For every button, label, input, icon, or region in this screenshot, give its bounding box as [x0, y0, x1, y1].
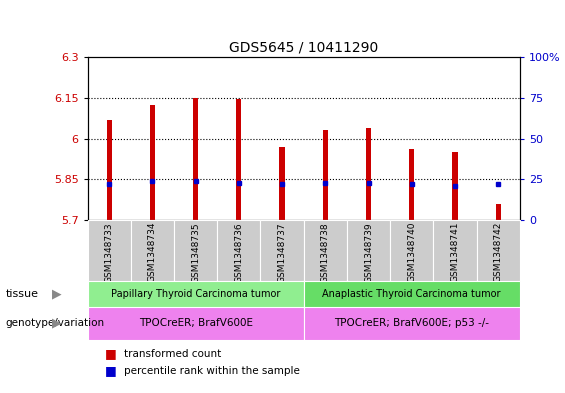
Bar [88, 220, 131, 281]
Text: tissue: tissue [6, 289, 38, 299]
Text: Anaplastic Thyroid Carcinoma tumor: Anaplastic Thyroid Carcinoma tumor [323, 289, 501, 299]
Text: GSM1348737: GSM1348737 [277, 222, 286, 283]
Text: ▶: ▶ [51, 287, 62, 300]
Text: GSM1348733: GSM1348733 [105, 222, 114, 283]
Text: Papillary Thyroid Carcinoma tumor: Papillary Thyroid Carcinoma tumor [111, 289, 280, 299]
Bar [433, 220, 477, 281]
Text: GSM1348735: GSM1348735 [191, 222, 200, 283]
Bar [323, 130, 328, 220]
Bar [88, 281, 304, 307]
Text: GSM1348741: GSM1348741 [450, 222, 459, 283]
Bar [88, 307, 304, 340]
Bar [193, 98, 198, 220]
Text: percentile rank within the sample: percentile rank within the sample [124, 365, 300, 376]
Text: GSM1348736: GSM1348736 [234, 222, 244, 283]
Text: ▶: ▶ [51, 317, 62, 330]
Bar [107, 119, 112, 220]
Bar [304, 281, 520, 307]
Bar [150, 105, 155, 220]
Title: GDS5645 / 10411290: GDS5645 / 10411290 [229, 40, 379, 54]
Bar [366, 128, 371, 220]
Text: GSM1348739: GSM1348739 [364, 222, 373, 283]
Bar [174, 220, 218, 281]
Text: GSM1348738: GSM1348738 [321, 222, 330, 283]
Text: transformed count: transformed count [124, 349, 221, 359]
Text: TPOCreER; BrafV600E; p53 -/-: TPOCreER; BrafV600E; p53 -/- [334, 318, 489, 328]
Bar [260, 220, 304, 281]
Bar [217, 220, 260, 281]
Bar [236, 99, 241, 220]
Bar [304, 220, 347, 281]
Bar [347, 220, 390, 281]
Bar [390, 220, 433, 281]
Text: ■: ■ [105, 364, 116, 377]
Text: GSM1348740: GSM1348740 [407, 222, 416, 283]
Bar [477, 220, 520, 281]
Text: TPOCreER; BrafV600E: TPOCreER; BrafV600E [138, 318, 253, 328]
Text: genotype/variation: genotype/variation [6, 318, 105, 328]
Text: GSM1348734: GSM1348734 [148, 222, 157, 283]
Bar [131, 220, 174, 281]
Bar [453, 152, 458, 220]
Bar [496, 204, 501, 220]
Text: ■: ■ [105, 347, 116, 360]
Bar [280, 147, 285, 220]
Bar [304, 307, 520, 340]
Text: GSM1348742: GSM1348742 [494, 222, 503, 282]
Bar [409, 149, 414, 220]
